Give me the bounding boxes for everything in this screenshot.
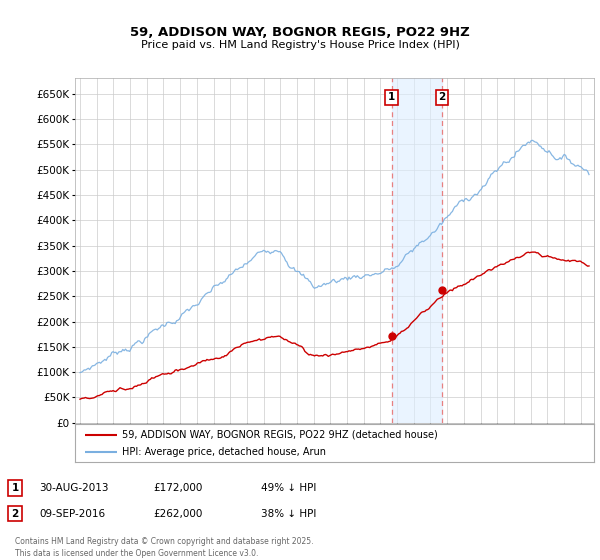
Text: Contains HM Land Registry data © Crown copyright and database right 2025.
This d: Contains HM Land Registry data © Crown c… [15, 537, 314, 558]
Text: 30-AUG-2013: 30-AUG-2013 [39, 483, 109, 493]
Bar [392, 78, 442, 423]
Text: HPI: Average price, detached house, Arun: HPI: Average price, detached house, Arun [122, 447, 326, 458]
Text: 09-SEP-2016: 09-SEP-2016 [39, 508, 105, 519]
Text: 59, ADDISON WAY, BOGNOR REGIS, PO22 9HZ (detached house): 59, ADDISON WAY, BOGNOR REGIS, PO22 9HZ … [122, 430, 437, 440]
Text: 59, ADDISON WAY, BOGNOR REGIS, PO22 9HZ: 59, ADDISON WAY, BOGNOR REGIS, PO22 9HZ [130, 26, 470, 39]
Text: 49% ↓ HPI: 49% ↓ HPI [261, 483, 316, 493]
Text: Price paid vs. HM Land Registry's House Price Index (HPI): Price paid vs. HM Land Registry's House … [140, 40, 460, 50]
Text: 1: 1 [11, 483, 19, 493]
Text: 38% ↓ HPI: 38% ↓ HPI [261, 508, 316, 519]
Text: 2: 2 [11, 508, 19, 519]
Text: 2: 2 [439, 92, 446, 102]
Text: £172,000: £172,000 [153, 483, 202, 493]
Text: 1: 1 [388, 92, 395, 102]
Text: £262,000: £262,000 [153, 508, 202, 519]
